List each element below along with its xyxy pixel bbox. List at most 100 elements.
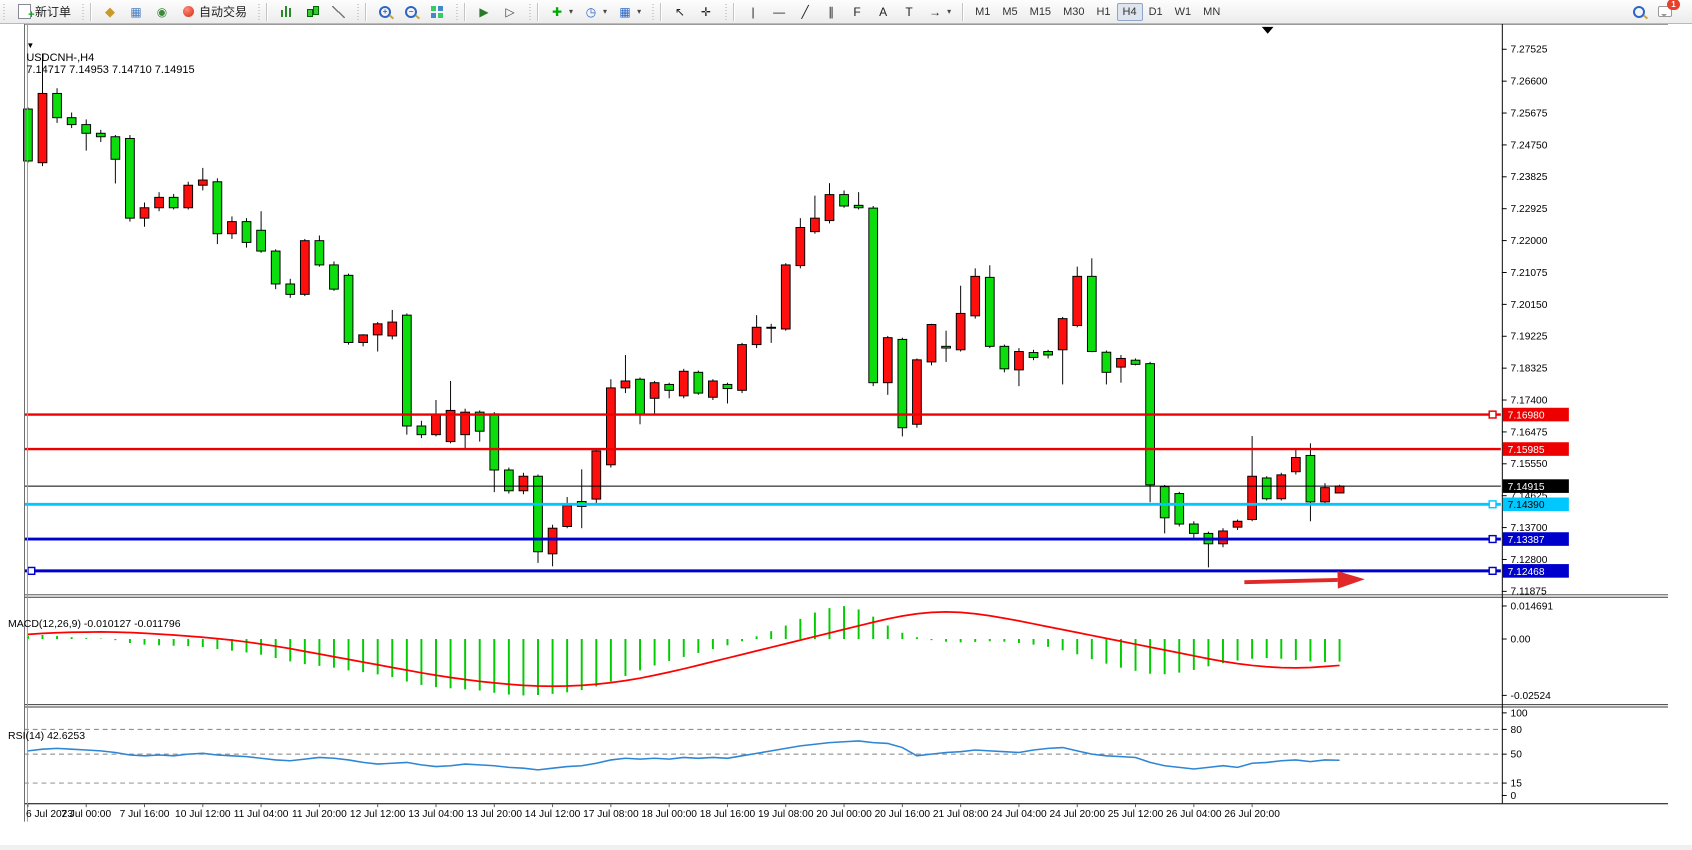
candle	[941, 345, 951, 349]
candle	[110, 136, 121, 160]
tile-windows-button[interactable]	[424, 1, 450, 23]
line-handle[interactable]	[27, 566, 36, 576]
fibonacci-button[interactable]: F	[844, 1, 870, 23]
vertical-line-icon: |	[751, 4, 755, 19]
toolbar-group-scroll: ▶ ▷	[468, 1, 526, 23]
text-label-button[interactable]: T	[896, 1, 922, 23]
candle	[416, 425, 427, 436]
time-axis-label: 20 Jul 16:00	[875, 809, 931, 820]
timeframe-D1[interactable]: D1	[1148, 5, 1163, 18]
dropdown-caret-icon: ▾	[637, 7, 642, 16]
zoom-in-icon: +	[377, 4, 393, 20]
time-axis-label: 14 Jul 12:00	[525, 809, 581, 820]
price-axis-label: 7.20150	[1511, 300, 1548, 311]
time-axis-label: 13 Jul 20:00	[467, 809, 523, 820]
time-axis-label: 11 Jul 20:00	[292, 809, 347, 820]
timeframe-H1[interactable]: H1	[1096, 5, 1111, 18]
toolbar-grip	[2, 3, 6, 20]
price-label-box	[1502, 407, 1569, 422]
candle	[1101, 351, 1112, 373]
symbol-dropdown-icon[interactable]: ▼	[26, 41, 35, 50]
price-label-7.14390: 7.14390	[1508, 500, 1545, 511]
toolbar-group-draw-tools: | — ╱ ∥ F A T → ▾	[737, 1, 959, 23]
trend-arrow[interactable]	[1244, 577, 1338, 585]
cursor-icon: ↖	[675, 4, 686, 19]
line-handle[interactable]	[1488, 534, 1497, 544]
periods-button[interactable]: ◷ ▾	[578, 1, 612, 23]
timeframe-M30[interactable]: M30	[1063, 5, 1085, 18]
time-axis-label: 21 Jul 08:00	[933, 809, 989, 820]
new-order-button[interactable]: 新订单	[11, 0, 76, 23]
toolbar: 新订单 ◆ ▦◉自动交易 +− ▶▷ ✚▾◷▾▦▾ ↖ ✛ | —╱ ∥ FAT→▾ M1 M5 M15 M3…	[0, 0, 1692, 24]
chart-background	[24, 24, 1668, 822]
zoom-out-icon: −	[403, 4, 419, 20]
candle	[693, 371, 704, 394]
price-axis-label: 7.18325	[1511, 364, 1548, 375]
chart-canvas[interactable]: 7.27525 7.26600 7.25675 7.24750 7.23825 7.229…	[0, 24, 1692, 845]
search-icon	[1631, 4, 1647, 20]
price-axis-label: 7.17400	[1511, 395, 1548, 406]
price-label-box	[1502, 497, 1569, 512]
text-button[interactable]: A	[870, 1, 896, 23]
templates-button[interactable]: ▦ ▾	[612, 1, 646, 23]
rsi-axis-label: 100	[1511, 708, 1528, 719]
cursor-button[interactable]: ↖	[667, 1, 693, 23]
indicators-button[interactable]: ✚ ▾	[544, 1, 578, 23]
time-axis-label: 18 Jul 16:00	[700, 809, 756, 820]
line-chart-button[interactable]	[325, 1, 351, 23]
zoom-in-button[interactable]: +	[372, 1, 398, 23]
time-axis-label: 26 Jul 20:00	[1224, 809, 1280, 820]
candle	[664, 383, 675, 391]
candle	[533, 475, 543, 553]
auto-trading-button[interactable]: 自动交易	[175, 0, 252, 23]
crosshair-button[interactable]: ✛	[693, 1, 719, 23]
candle	[197, 179, 208, 186]
signals-button[interactable]: ◉	[149, 1, 175, 23]
styles-icon: ◆	[105, 3, 116, 19]
chart-shift-button[interactable]: ▷	[497, 1, 523, 23]
time-axis-label: 18 Jul 00:00	[641, 809, 697, 820]
vertical-line-button[interactable]: |	[740, 1, 766, 23]
timeframe-M15[interactable]: M15	[1029, 5, 1052, 18]
auto-scroll-button[interactable]: ▶	[471, 1, 497, 23]
time-axis-label: 10 Jul 12:00	[175, 809, 231, 820]
horizontal-line-button[interactable]: —	[766, 1, 792, 23]
toolbar-grip	[257, 3, 262, 20]
timeframe-W1[interactable]: W1	[1174, 5, 1192, 18]
candle	[562, 505, 573, 527]
line-handle[interactable]	[1488, 500, 1497, 509]
trendline-button[interactable]: ╱	[792, 1, 818, 23]
chart-shift-marker[interactable]	[1261, 26, 1274, 34]
channel-icon: ∥	[828, 4, 835, 19]
line-handle[interactable]	[1488, 566, 1497, 576]
trend-arrow-head[interactable]	[1337, 571, 1365, 589]
candle	[810, 217, 820, 233]
bar-chart-button[interactable]	[273, 1, 299, 23]
toolbar-grip	[651, 3, 656, 20]
price-axis-label: 7.11875	[1511, 587, 1547, 598]
candle	[37, 92, 48, 164]
candlestick-chart-icon	[304, 4, 320, 20]
timeframe-MN[interactable]: MN	[1203, 5, 1221, 18]
search-button[interactable]	[1626, 1, 1652, 23]
candle	[66, 117, 77, 126]
timeframe-M1[interactable]: M1	[975, 5, 991, 18]
timeframe-H4[interactable]: H4	[1116, 2, 1143, 21]
styles-button[interactable]: ◆	[97, 1, 123, 23]
channel-button[interactable]: ∥	[818, 1, 844, 23]
macd-indicator-label: MACD(12,26,9) -0.010127 -0.011796	[8, 618, 181, 630]
crosshair-icon: ✛	[701, 4, 712, 19]
chat-button[interactable]: 1	[1652, 0, 1680, 23]
candle	[1276, 474, 1287, 500]
arrows-button[interactable]: → ▾	[922, 1, 956, 23]
candle	[897, 338, 908, 429]
candle	[183, 184, 194, 209]
candle	[824, 194, 835, 222]
line-handle[interactable]	[1488, 410, 1497, 419]
timeframe-M5[interactable]: M5	[1002, 5, 1018, 18]
market-watch-button[interactable]: ▦	[123, 1, 149, 23]
dropdown-caret-icon: ▾	[947, 7, 952, 16]
candlestick-chart-button[interactable]	[299, 1, 325, 23]
candle	[722, 383, 733, 390]
zoom-out-button[interactable]: −	[398, 1, 424, 23]
